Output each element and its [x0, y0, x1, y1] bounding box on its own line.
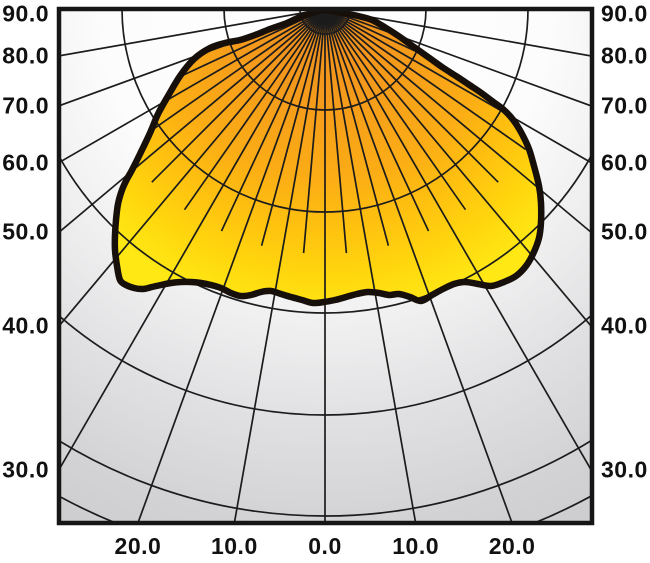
grid-spoke-major [137, 9, 326, 523]
grid-spoke-minor [324, 10, 527, 151]
grid-spoke-major [324, 9, 592, 57]
grid-spoke-major [324, 9, 513, 523]
grid-spoke-minor [324, 10, 348, 254]
grid-spoke-minor [123, 10, 326, 151]
grid-spoke-major [59, 9, 326, 107]
grid-spoke-major [233, 9, 326, 523]
grid-spoke-minor [302, 10, 326, 254]
grid-spoke-minor [220, 10, 326, 232]
plot-border [56, 6, 595, 526]
grid-spoke-minor [151, 10, 326, 183]
grid-spoke-major [59, 9, 326, 57]
grid-spoke-major [59, 9, 326, 164]
grid-spoke-major [324, 9, 592, 329]
grid-spoke-minor [324, 10, 430, 232]
minor-spokes-layer [114, 10, 542, 254]
grid-spoke-major [59, 9, 326, 472]
grid-spoke-major [324, 9, 592, 235]
grid-spoke-minor [183, 10, 326, 211]
grid-spoke-major [324, 9, 592, 165]
grid-spoke-major [324, 9, 592, 474]
beam-outline [111, 9, 545, 307]
grid-spoke-minor [324, 10, 390, 246]
grid-spoke-minor [324, 10, 499, 183]
grid-spoke-minor [260, 10, 326, 246]
grid-spoke-major [324, 9, 417, 523]
grid-spoke-major [59, 9, 326, 328]
grid-spoke-minor [324, 10, 467, 211]
grid-spoke-major [59, 9, 326, 234]
grid-spoke-major [324, 9, 592, 108]
